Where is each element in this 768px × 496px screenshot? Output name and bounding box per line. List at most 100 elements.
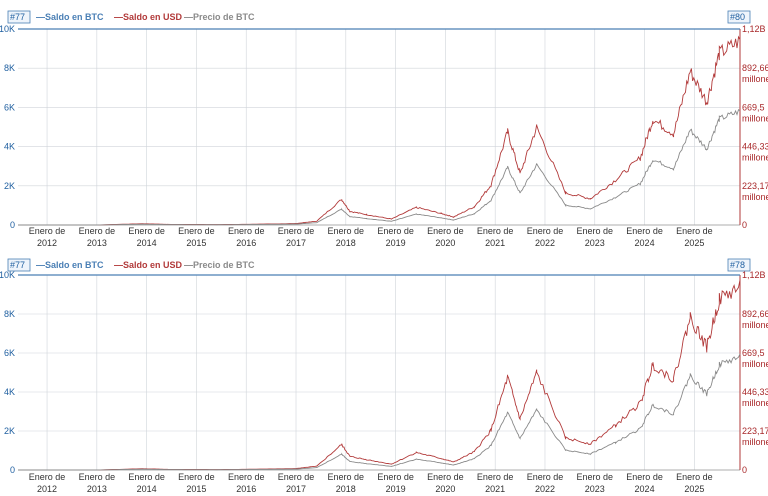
badge-right-box [727, 258, 751, 272]
badge-left-box [7, 10, 31, 24]
y-right-tick-label: 0 [742, 465, 747, 475]
x-tick-label: 2013 [87, 238, 107, 248]
y-left-tick-label: 10K [0, 24, 15, 34]
x-tick-label: Enero de [128, 472, 165, 482]
y-right-tick-label: millones [742, 437, 768, 447]
y-right-tick-label: 669,5 [742, 102, 765, 112]
x-tick-label: Enero de [79, 472, 116, 482]
legend-item-3[interactable]: —Precio de BTC [184, 260, 255, 270]
x-tick-label: Enero de [29, 226, 66, 236]
series-saldo-usd [18, 35, 741, 226]
legend-item-1[interactable]: —Saldo en BTC [36, 260, 104, 270]
y-right-tick-label: 1,12B [742, 24, 766, 34]
x-tick-label: 2022 [535, 484, 555, 494]
x-tick-label: Enero de [626, 472, 663, 482]
x-tick-label: 2019 [386, 238, 406, 248]
badge-left-label: #77 [10, 12, 25, 22]
x-tick-label: Enero de [626, 226, 663, 236]
y-left-tick-label: 2K [4, 426, 15, 436]
x-tick-label: 2012 [37, 238, 57, 248]
y-right-tick-label: millones [742, 74, 768, 84]
x-tick-label: 2024 [635, 238, 655, 248]
x-tick-label: 2014 [137, 484, 157, 494]
x-tick-label: 2021 [485, 238, 505, 248]
y-right-tick-label: millones [742, 192, 768, 202]
badge-left[interactable]: #77 [7, 258, 31, 272]
y-right-tick-label: millones [742, 113, 768, 123]
x-tick-label: Enero de [228, 226, 265, 236]
legend: —Saldo en BTC —Saldo en USD —Precio de BTC [36, 260, 255, 270]
x-tick-label: Enero de [29, 472, 66, 482]
badge-right[interactable]: #78 [727, 258, 751, 272]
x-tick-label: Enero de [477, 472, 514, 482]
legend-item-2[interactable]: —Saldo en USD [114, 12, 183, 22]
legend-item-3[interactable]: —Precio de BTC [184, 12, 255, 22]
badge-left-label: #77 [10, 260, 25, 270]
x-tick-label: 2023 [585, 238, 605, 248]
x-tick-label: 2020 [435, 484, 455, 494]
legend-item-2[interactable]: —Saldo en USD [114, 260, 183, 270]
y-right-tick-label: millones [742, 359, 768, 369]
y-right-tick-label: millones [742, 320, 768, 330]
badge-right-label: #80 [730, 12, 745, 22]
chart-panel-2: —Saldo en BTC —Saldo en USD —Precio de BTC… [0, 258, 768, 494]
x-tick-label: 2017 [286, 238, 306, 248]
badge-left[interactable]: #77 [7, 10, 31, 24]
x-tick-label: 2022 [535, 238, 555, 248]
x-tick-label: 2021 [485, 484, 505, 494]
x-tick-label: 2025 [684, 484, 704, 494]
x-tick-label: Enero de [676, 472, 713, 482]
gridlines [18, 274, 740, 471]
y-right-tick-label: millones [742, 398, 768, 408]
x-tick-label: Enero de [278, 472, 315, 482]
x-tick-label: Enero de [377, 226, 414, 236]
x-tick-label: Enero de [228, 472, 265, 482]
y-right-tick-label: 892,66 [742, 63, 768, 73]
y-right-tick-label: 669,5 [742, 348, 765, 358]
chart-panel-1: —Saldo en BTC —Saldo en USD —Precio de BTC… [0, 10, 768, 248]
x-tick-label: Enero de [427, 472, 464, 482]
x-tick-label: 2020 [435, 238, 455, 248]
x-tick-label: Enero de [178, 472, 215, 482]
x-tick-label: Enero de [178, 226, 215, 236]
x-tick-label: 2018 [336, 484, 356, 494]
y-right-tick-label: 446,33 [742, 387, 768, 397]
x-tick-label: Enero de [577, 226, 614, 236]
x-tick-label: Enero de [79, 226, 116, 236]
badge-right[interactable]: #80 [727, 10, 751, 24]
y-right-tick-label: 892,66 [742, 309, 768, 319]
x-tick-label: Enero de [676, 226, 713, 236]
x-tick-label: Enero de [477, 226, 514, 236]
legend-item-1[interactable]: —Saldo en BTC [36, 12, 104, 22]
y-right-tick-label: millones [742, 153, 768, 163]
x-tick-label: Enero de [577, 472, 614, 482]
x-tick-label: 2025 [684, 238, 704, 248]
x-tick-label: Enero de [377, 472, 414, 482]
x-tick-label: 2015 [186, 484, 206, 494]
series-precio-btc [18, 108, 741, 226]
x-tick-label: 2012 [37, 484, 57, 494]
y-left-tick-label: 0 [10, 465, 15, 475]
x-tick-label: 2024 [635, 484, 655, 494]
y-right-tick-label: 0 [742, 220, 747, 230]
x-tick-label: 2013 [87, 484, 107, 494]
y-left-tick-label: 6K [4, 102, 15, 112]
y-left-tick-label: 4K [4, 387, 15, 397]
x-tick-label: Enero de [128, 226, 165, 236]
x-tick-label: Enero de [527, 472, 564, 482]
y-right-tick-label: 223,17 [742, 181, 768, 191]
x-tick-label: Enero de [328, 226, 365, 236]
y-right-tick-label: 446,33 [742, 142, 768, 152]
y-left-tick-label: 8K [4, 63, 15, 73]
x-tick-label: 2014 [137, 238, 157, 248]
x-tick-label: Enero de [527, 226, 564, 236]
y-left-tick-label: 8K [4, 309, 15, 319]
x-tick-label: 2016 [236, 238, 256, 248]
gridlines [18, 28, 740, 226]
y-left-tick-label: 0 [10, 220, 15, 230]
series-saldo-usd [18, 279, 741, 471]
x-tick-label: 2015 [186, 238, 206, 248]
x-tick-label: Enero de [427, 226, 464, 236]
x-tick-label: 2023 [585, 484, 605, 494]
